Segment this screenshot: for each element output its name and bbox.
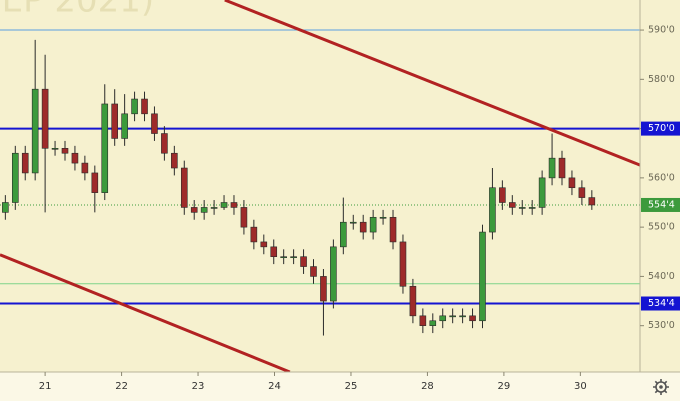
candle-body [479,231,486,322]
candle-body [2,202,9,213]
candle-body [180,167,188,208]
y-tick-label: 540'0 [648,271,675,282]
x-tick-label: 22 [115,381,128,392]
candle-body [171,152,178,169]
candle-body [419,315,427,326]
y-tick-label: 550'0 [648,222,675,233]
level-label-box [641,197,680,212]
candle-body [518,207,526,209]
candle-body [359,221,367,233]
candle-body [290,256,297,259]
candle-body [220,202,228,208]
candle-body [399,241,407,287]
x-tick-label: 21 [39,381,52,392]
candle-body [588,197,596,206]
candle-body [578,187,586,198]
candle-body [310,266,317,277]
x-tick-label: 29 [498,381,511,392]
candle-body [51,148,59,150]
x-tick-label: 30 [574,381,587,392]
candle-body [558,157,566,179]
candle-body [489,187,496,233]
candle-body [340,221,347,248]
candle-body [11,152,19,203]
candle-body [230,202,238,208]
plot [0,0,640,372]
candle-body [81,162,89,174]
candle-body [151,113,158,134]
candle-body [459,315,466,318]
level-label-box [641,121,680,136]
candle-body [260,241,268,248]
level-label-box [641,296,680,311]
trendline [224,0,640,167]
y-tick-label: 590'0 [648,25,675,36]
candle-body [499,187,506,203]
candle-body [568,177,576,189]
candle-body [538,177,546,208]
candle-body [349,221,357,224]
candle-body [270,246,278,258]
x-tick-label: 23 [192,381,205,392]
candle-body [509,202,516,208]
candle-body [409,285,417,317]
candle-body [439,315,447,322]
candle-body [61,148,69,154]
candle-body [210,207,218,209]
candle-body [369,216,377,233]
level-label: 554'4 [648,199,675,210]
gear-teeth [653,379,669,395]
candle-body [101,103,109,193]
gear-center [659,385,663,389]
watermark: SEP 2021) [0,0,154,21]
candle-body [429,320,437,326]
x-tick-label: 24 [268,381,281,392]
candle-body [330,246,337,302]
candle-body [200,207,208,213]
candle-body [240,207,248,228]
candle-body [21,152,29,174]
candle-body [280,256,287,259]
settings-icon[interactable] [653,379,669,395]
candle-body [91,172,99,193]
candle-body [131,98,138,115]
candle-body [320,276,327,302]
candle-body [31,88,39,174]
candle-body [190,207,198,213]
candle-body [300,256,307,267]
y-axis-area [640,0,680,372]
candle-body [121,113,128,139]
candle-body [111,103,118,139]
candle-body [469,315,476,322]
candle-body [71,152,79,164]
x-tick-label: 28 [421,381,434,392]
trendline [0,253,291,372]
level-label: 570'0 [648,123,675,134]
y-tick-label: 580'0 [648,74,675,85]
candle-body [161,133,168,154]
candle-body [548,157,556,179]
candle-body [528,207,536,209]
candle-body [379,216,387,219]
candle-body [389,216,397,243]
y-tick-label: 530'0 [648,320,675,331]
y-tick-label: 560'0 [648,172,675,183]
candle-body [141,98,148,115]
candle-body [449,315,456,318]
candle-body [41,88,49,149]
x-tick-label: 25 [345,381,358,392]
level-label: 534'4 [648,298,675,309]
candle-body [250,226,258,243]
